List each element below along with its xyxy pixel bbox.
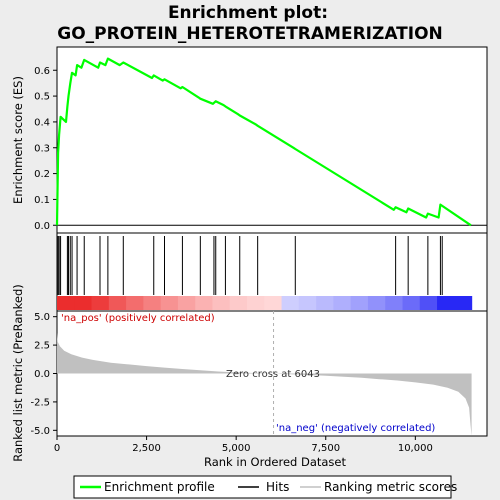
heat-strip-segment [74,296,92,310]
heat-strip-segment [299,296,317,310]
neg-correlated-label: 'na_neg' (negatively correlated) [276,423,435,434]
heat-strip-segment [264,296,282,310]
heat-strip-segment [247,296,265,310]
metric-y-axis-label: Ranked list metric (PreRanked) [11,284,25,462]
heat-strip-segment [109,296,127,310]
metric-x-tick-label: 10,000 [398,443,433,454]
metric-y-tick-label: 5.0 [34,312,50,323]
metric-y-tick-label: 0.0 [34,369,50,380]
es-y-tick-label: 0.3 [34,143,50,154]
heat-strip-segment [437,296,455,310]
es-y-tick-label: 0.2 [34,169,50,180]
es-y-tick-label: 0.0 [34,221,50,232]
heat-strip-segment [126,296,144,310]
es-y-tick-label: 0.5 [34,92,50,103]
heat-strip-segment [212,296,230,310]
es-panel [57,47,487,233]
metric-x-tick-label: 0 [54,443,60,454]
metric-y-tick-label: -2.5 [30,397,50,408]
metric-x-axis-label: Rank in Ordered Dataset [204,455,347,469]
legend-hits-label: Hits [266,480,289,494]
heat-strip-segment [230,296,248,310]
heat-strip-segment [178,296,196,310]
heat-strip-segment [351,296,369,310]
heat-strip-segment [57,296,75,310]
heat-strip-segment [368,296,386,310]
rank-heat-strip [57,296,472,310]
heat-strip-segment [161,296,179,310]
heat-strip-segment [92,296,110,310]
es-y-axis-label: Enrichment score (ES) [11,76,25,204]
plot-title-line1: Enrichment plot: [168,3,328,23]
es-y-tick-label: 0.4 [34,117,50,128]
heat-strip-segment [454,296,472,310]
heat-strip-segment [316,296,334,310]
heat-strip-segment [195,296,213,310]
es-y-tick-label: 0.1 [34,195,50,206]
legend: Enrichment profile Hits Ranking metric s… [74,476,457,498]
legend-metric-label: Ranking metric scores [324,480,457,494]
legend-profile-label: Enrichment profile [104,480,215,494]
heat-strip-segment [402,296,420,310]
heat-strip-segment [282,296,300,310]
metric-y-tick-label: -5.0 [30,426,50,437]
heat-strip-segment [385,296,403,310]
es-y-tick-label: 0.6 [34,66,50,77]
metric-x-tick-label: 2,500 [132,443,161,454]
plot-title-line2: GO_PROTEIN_HETEROTETRAMERIZATION [57,24,443,44]
zero-cross-label: Zero cross at 6043 [226,369,320,380]
heat-strip-segment [333,296,351,310]
heat-strip-segment [420,296,438,310]
heat-strip-segment [143,296,161,310]
pos-correlated-label: 'na_pos' (positively correlated) [61,313,215,324]
metric-x-tick-label: 5,000 [222,443,251,454]
metric-y-tick-label: 2.5 [34,341,50,352]
metric-x-tick-label: 7,500 [311,443,340,454]
